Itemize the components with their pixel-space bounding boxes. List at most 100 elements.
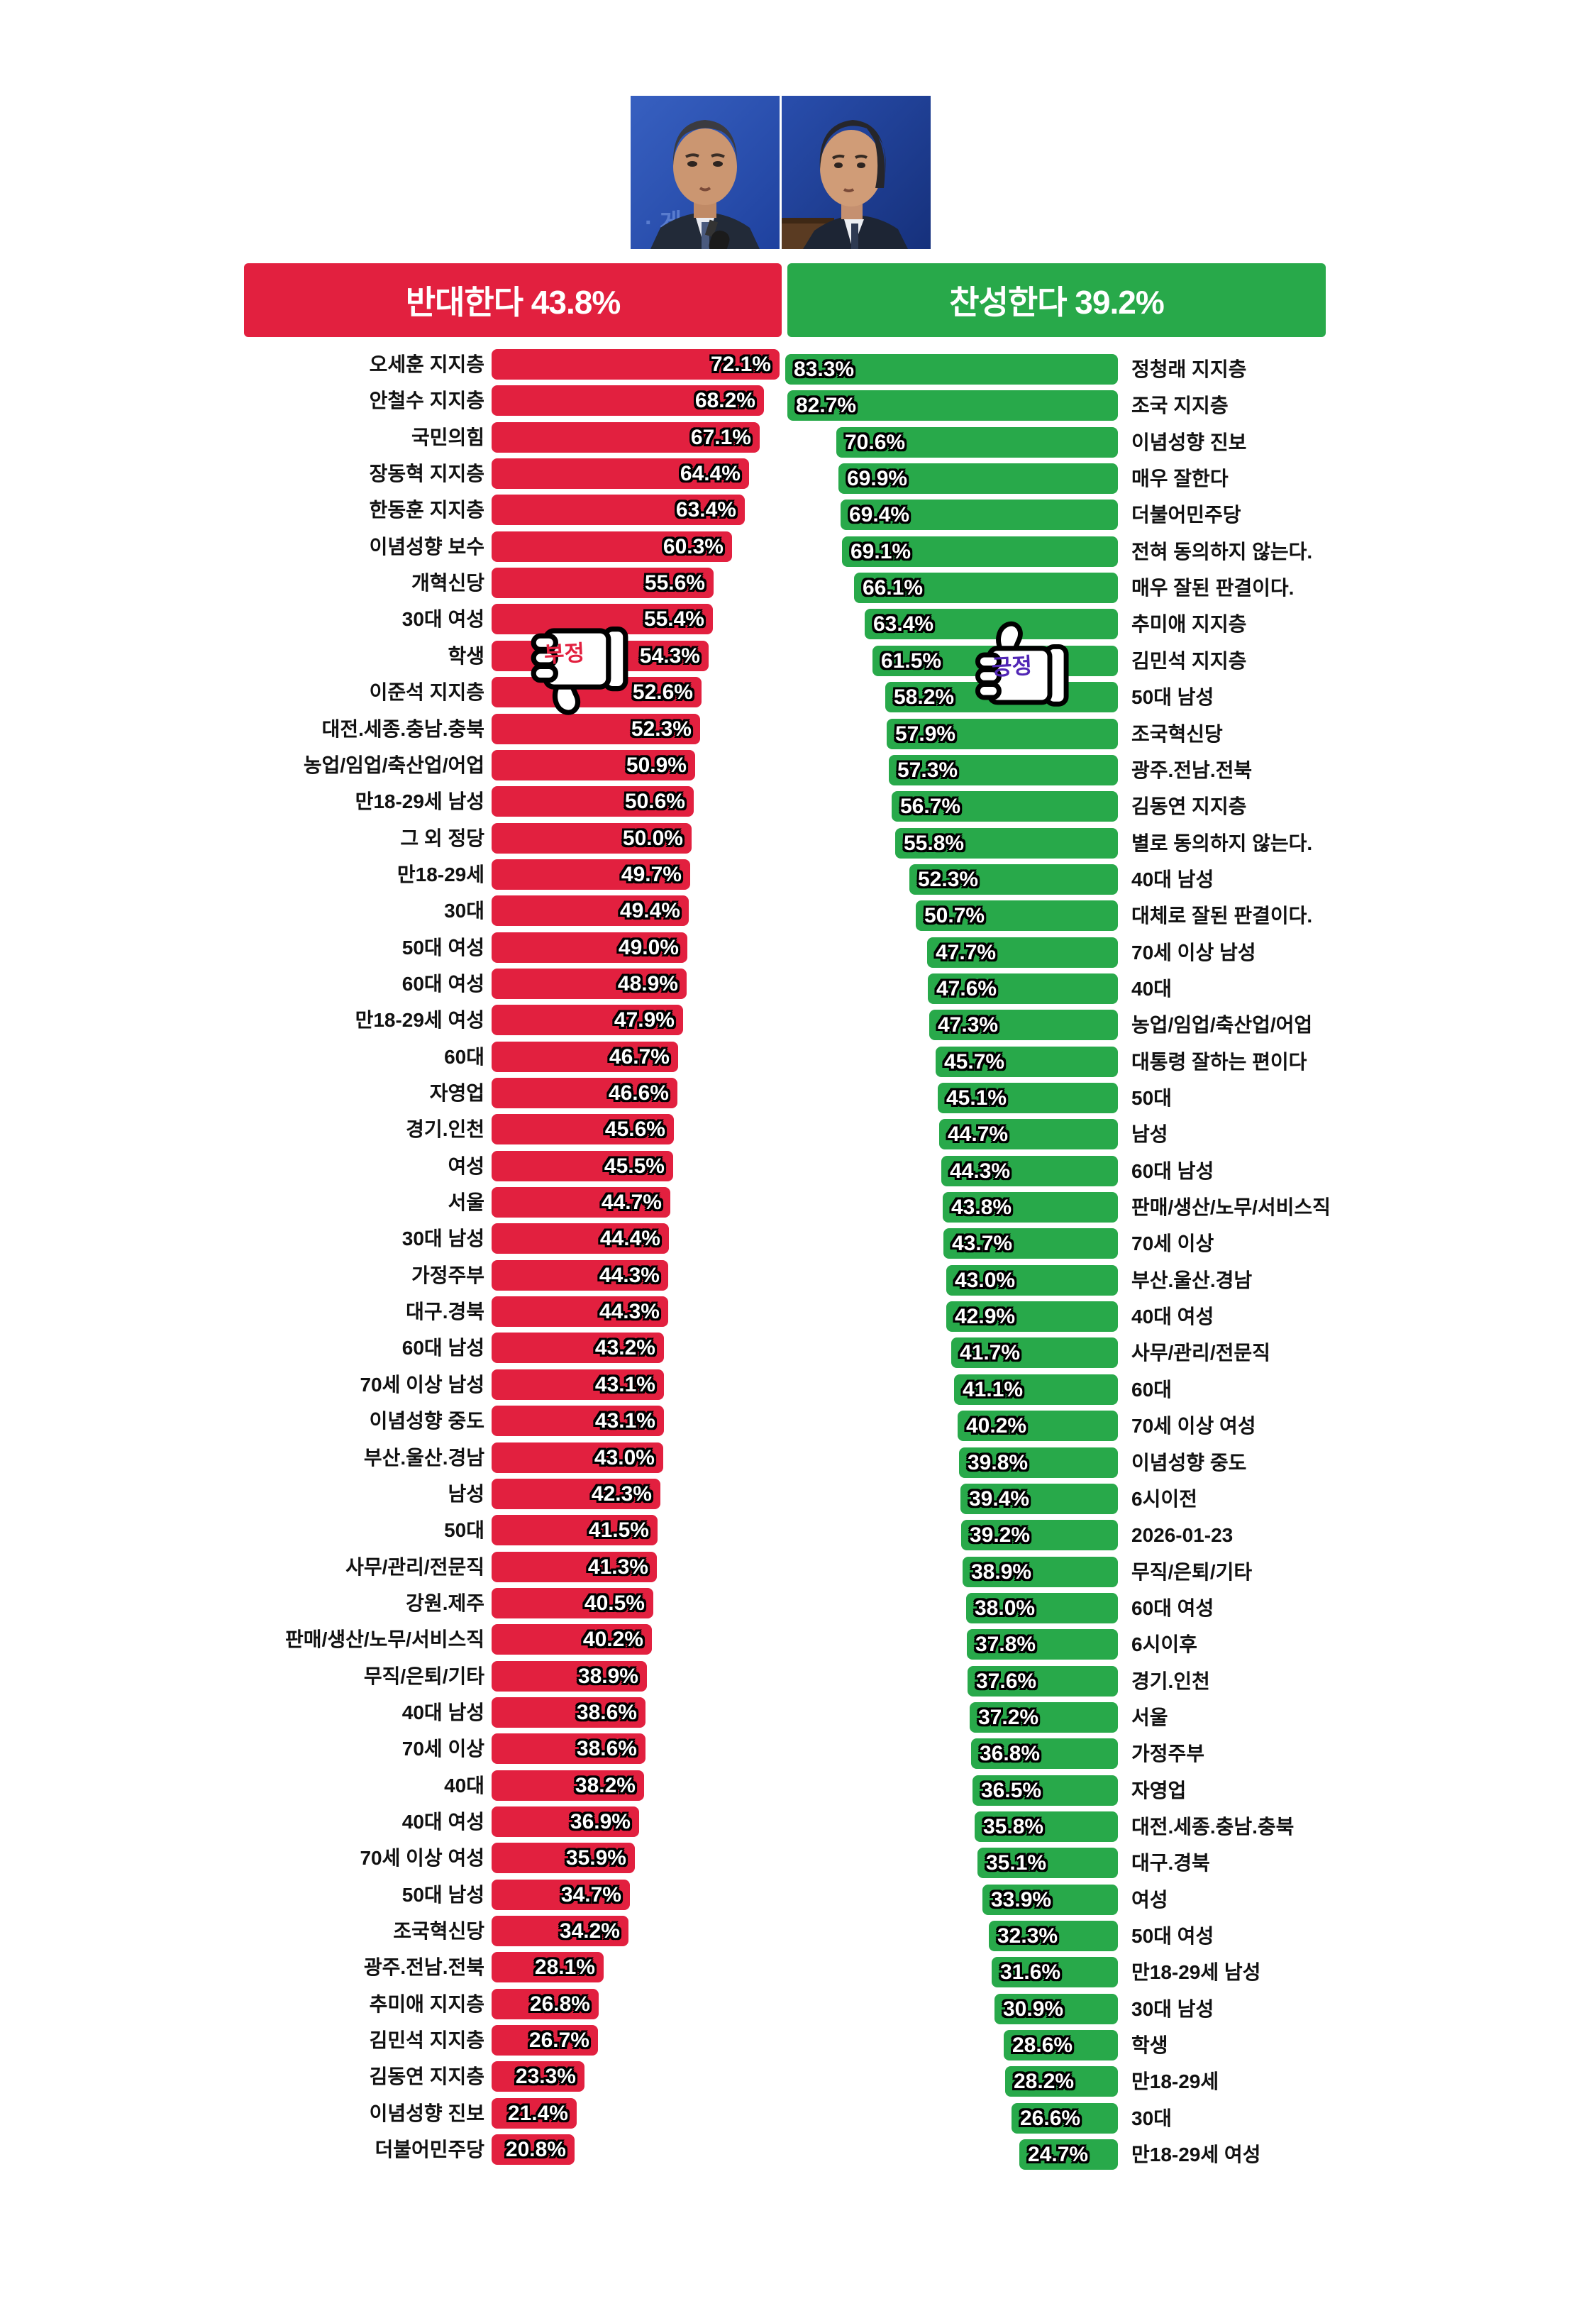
bar-agree: 83.3% bbox=[785, 354, 1118, 385]
bar-oppose: 43.2% bbox=[492, 1333, 664, 1363]
bar-value-agree: 83.3% bbox=[794, 357, 855, 381]
bar-agree: 44.3% bbox=[941, 1156, 1118, 1186]
bar-oppose: 55.6% bbox=[492, 568, 714, 598]
bar-value-agree: 47.3% bbox=[938, 1013, 999, 1037]
category-label-agree: 경기.인천 bbox=[1131, 1670, 1210, 1692]
category-label-oppose: 김동연 지지층 bbox=[369, 2065, 484, 2087]
category-label-oppose: 50대 남성 bbox=[401, 1884, 484, 1906]
bar-value-oppose: 44.3% bbox=[599, 1299, 660, 1323]
bar-value-oppose: 40.5% bbox=[584, 1591, 645, 1615]
bar-value-oppose: 38.9% bbox=[577, 1664, 638, 1688]
stamp-negative-label: 부정 bbox=[543, 640, 585, 668]
bar-agree: 28.2% bbox=[1005, 2066, 1118, 2097]
bar-agree: 36.5% bbox=[972, 1775, 1118, 1806]
category-label-oppose: 여성 bbox=[448, 1155, 484, 1177]
bar-value-agree: 36.8% bbox=[980, 1741, 1041, 1765]
bar-value-oppose: 49.7% bbox=[621, 862, 682, 886]
bar-agree: 40.2% bbox=[958, 1411, 1118, 1441]
category-label-agree: 매우 잘한다 bbox=[1131, 468, 1229, 490]
bar-value-agree: 32.3% bbox=[997, 1924, 1058, 1948]
category-label-agree: 만18-29세 남성 bbox=[1131, 1961, 1261, 1983]
bar-oppose: 36.9% bbox=[492, 1806, 639, 1837]
bar-value-agree: 82.7% bbox=[796, 393, 857, 417]
category-label-agree: 별로 동의하지 않는다. bbox=[1131, 832, 1313, 854]
category-label-oppose: 남성 bbox=[448, 1483, 484, 1505]
bar-value-oppose: 55.6% bbox=[644, 570, 705, 595]
bar-value-oppose: 44.3% bbox=[599, 1263, 660, 1287]
bar-value-agree: 43.7% bbox=[952, 1231, 1013, 1255]
bar-value-oppose: 67.1% bbox=[690, 425, 751, 449]
bar-value-oppose: 50.6% bbox=[624, 789, 685, 813]
bar-agree: 63.4% bbox=[865, 609, 1118, 639]
bar-oppose: 48.9% bbox=[492, 969, 687, 999]
bar-value-agree: 66.1% bbox=[863, 575, 924, 600]
bar-value-agree: 37.6% bbox=[976, 1669, 1037, 1693]
category-label-oppose: 60대 bbox=[444, 1046, 484, 1068]
bar-value-oppose: 63.4% bbox=[675, 497, 736, 522]
bar-agree: 45.1% bbox=[938, 1083, 1118, 1113]
category-label-agree: 60대 bbox=[1131, 1379, 1172, 1401]
category-label-agree: 대통령 잘하는 편이다 bbox=[1131, 1051, 1307, 1073]
bar-oppose: 21.4% bbox=[492, 2098, 577, 2129]
bar-oppose: 44.3% bbox=[492, 1260, 668, 1291]
bar-oppose: 64.4% bbox=[492, 458, 749, 489]
bar-oppose: 72.1% bbox=[492, 349, 780, 380]
bar-value-agree: 69.9% bbox=[847, 466, 908, 490]
bar-value-oppose: 50.0% bbox=[622, 826, 683, 850]
bar-oppose: 50.6% bbox=[492, 786, 694, 817]
bar-value-agree: 56.7% bbox=[900, 794, 961, 818]
bar-oppose: 46.6% bbox=[492, 1078, 677, 1108]
category-label-agree: 사무/관리/전문직 bbox=[1131, 1342, 1270, 1364]
category-label-oppose: 40대 bbox=[444, 1775, 484, 1797]
category-label-agree: 추미애 지지층 bbox=[1131, 613, 1247, 635]
category-label-agree: 50대 여성 bbox=[1131, 1925, 1214, 1947]
category-label-agree: 부산.울산.경남 bbox=[1131, 1269, 1253, 1291]
bar-agree: 47.3% bbox=[929, 1010, 1118, 1040]
bar-value-oppose: 43.0% bbox=[594, 1445, 655, 1469]
politician-photos: · 게 bbox=[631, 96, 934, 249]
category-label-oppose: 강원.제주 bbox=[406, 1592, 484, 1614]
bar-agree: 69.4% bbox=[841, 500, 1118, 530]
bar-oppose: 42.3% bbox=[492, 1479, 660, 1509]
bar-oppose: 45.5% bbox=[492, 1151, 673, 1181]
category-label-agree: 60대 여성 bbox=[1131, 1597, 1214, 1619]
bar-agree: 35.1% bbox=[977, 1848, 1118, 1878]
category-label-oppose: 이념성향 진보 bbox=[369, 2102, 484, 2124]
bar-value-agree: 40.2% bbox=[966, 1413, 1027, 1438]
bar-value-agree: 33.9% bbox=[991, 1887, 1052, 1911]
category-label-oppose: 30대 여성 bbox=[401, 608, 484, 630]
bar-oppose: 38.2% bbox=[492, 1770, 644, 1801]
category-label-oppose: 무직/은퇴/기타 bbox=[363, 1665, 484, 1687]
category-label-oppose: 국민의힘 bbox=[411, 426, 484, 448]
photo-left-politician: · 게 bbox=[631, 96, 780, 249]
category-label-oppose: 한동훈 지지층 bbox=[369, 499, 484, 521]
bar-value-agree: 57.9% bbox=[895, 722, 956, 746]
category-label-oppose: 70세 이상 여성 bbox=[360, 1847, 484, 1869]
category-label-agree: 만18-29세 여성 bbox=[1131, 2144, 1261, 2166]
category-label-oppose: 개혁신당 bbox=[411, 572, 484, 594]
bar-oppose: 38.6% bbox=[492, 1733, 645, 1764]
category-label-oppose: 이념성향 보수 bbox=[369, 536, 484, 558]
bar-value-oppose: 72.1% bbox=[710, 352, 771, 376]
bar-oppose: 49.4% bbox=[492, 895, 689, 926]
bar-value-agree: 69.4% bbox=[849, 502, 910, 526]
category-label-agree: 김동연 지지층 bbox=[1131, 795, 1247, 817]
header-oppose-title: 반대한다 43.8% bbox=[405, 284, 621, 321]
bar-oppose: 68.2% bbox=[492, 385, 764, 416]
bar-oppose: 52.3% bbox=[492, 714, 700, 744]
category-label-agree: 60대 남성 bbox=[1131, 1160, 1214, 1182]
category-label-agree: 학생 bbox=[1131, 2034, 1168, 2056]
category-label-agree: 김민석 지지층 bbox=[1131, 650, 1247, 672]
bar-value-agree: 70.6% bbox=[845, 430, 906, 454]
header-agree: 찬성한다 39.2% bbox=[787, 263, 1326, 337]
bar-oppose: 40.2% bbox=[492, 1624, 652, 1655]
bar-oppose: 38.9% bbox=[492, 1661, 647, 1692]
bar-oppose: 41.5% bbox=[492, 1515, 658, 1545]
bar-agree: 33.9% bbox=[982, 1885, 1118, 1915]
category-label-agree: 남성 bbox=[1131, 1123, 1168, 1145]
bar-oppose: 50.9% bbox=[492, 750, 695, 780]
bar-value-agree: 31.6% bbox=[1000, 1960, 1061, 1984]
category-label-agree: 30대 남성 bbox=[1131, 1998, 1214, 2020]
bar-oppose: 44.3% bbox=[492, 1296, 668, 1327]
